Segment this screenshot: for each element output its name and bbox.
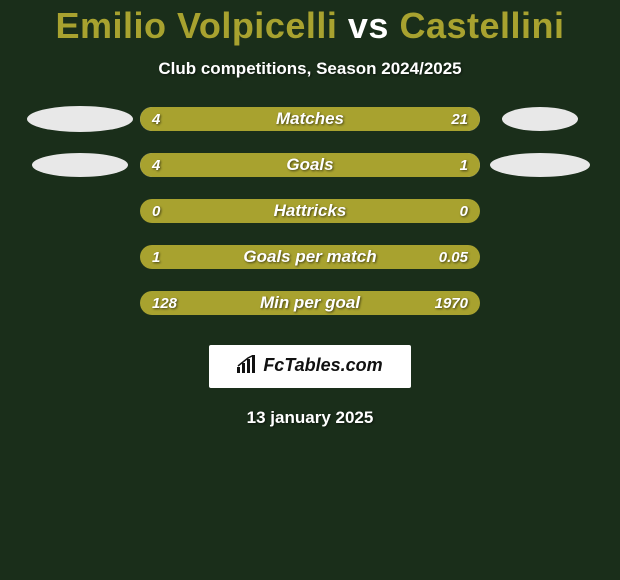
stat-value-right: 1970 bbox=[435, 295, 468, 312]
stat-value-right: 1 bbox=[460, 157, 468, 174]
vs-text: vs bbox=[348, 5, 389, 46]
brand-box: FcTables.com bbox=[209, 345, 410, 388]
brand-text: FcTables.com bbox=[263, 355, 382, 375]
ellipse-holder-right bbox=[480, 107, 600, 131]
bar-chart-icon bbox=[237, 355, 259, 378]
chart-area: 4Matches214Goals10Hattricks01Goals per m… bbox=[0, 107, 620, 315]
stat-value-right: 0 bbox=[460, 203, 468, 220]
player-ellipse-right bbox=[502, 107, 578, 131]
infographic-container: Emilio Volpicelli vs Castellini Club com… bbox=[0, 0, 620, 428]
player1-name: Emilio Volpicelli bbox=[55, 5, 337, 46]
stat-value-right: 21 bbox=[451, 111, 468, 128]
stat-bar: 4Matches21 bbox=[140, 107, 480, 131]
stat-row: 128Min per goal1970 bbox=[0, 291, 620, 315]
stat-label: Hattricks bbox=[140, 201, 480, 221]
stat-value-right: 0.05 bbox=[439, 249, 468, 266]
stat-row: 1Goals per match0.05 bbox=[0, 245, 620, 269]
player-ellipse-left bbox=[27, 106, 133, 132]
stat-label: Goals per match bbox=[140, 247, 480, 267]
ellipse-holder-left bbox=[20, 153, 140, 177]
ellipse-holder-right bbox=[480, 153, 600, 177]
player-ellipse-right bbox=[490, 153, 590, 177]
stat-label: Goals bbox=[140, 155, 480, 175]
stat-bar: 4Goals1 bbox=[140, 153, 480, 177]
stat-label: Min per goal bbox=[140, 293, 480, 313]
stat-row: 0Hattricks0 bbox=[0, 199, 620, 223]
player2-name: Castellini bbox=[399, 5, 564, 46]
player-ellipse-left bbox=[32, 153, 128, 177]
date: 13 january 2025 bbox=[0, 408, 620, 428]
stat-bar: 1Goals per match0.05 bbox=[140, 245, 480, 269]
stat-row: 4Matches21 bbox=[0, 107, 620, 131]
stat-row: 4Goals1 bbox=[0, 153, 620, 177]
stat-label: Matches bbox=[140, 109, 480, 129]
subtitle: Club competitions, Season 2024/2025 bbox=[0, 59, 620, 79]
ellipse-holder-left bbox=[20, 106, 140, 132]
comparison-title: Emilio Volpicelli vs Castellini bbox=[0, 5, 620, 47]
stat-bar: 128Min per goal1970 bbox=[140, 291, 480, 315]
stat-bar: 0Hattricks0 bbox=[140, 199, 480, 223]
